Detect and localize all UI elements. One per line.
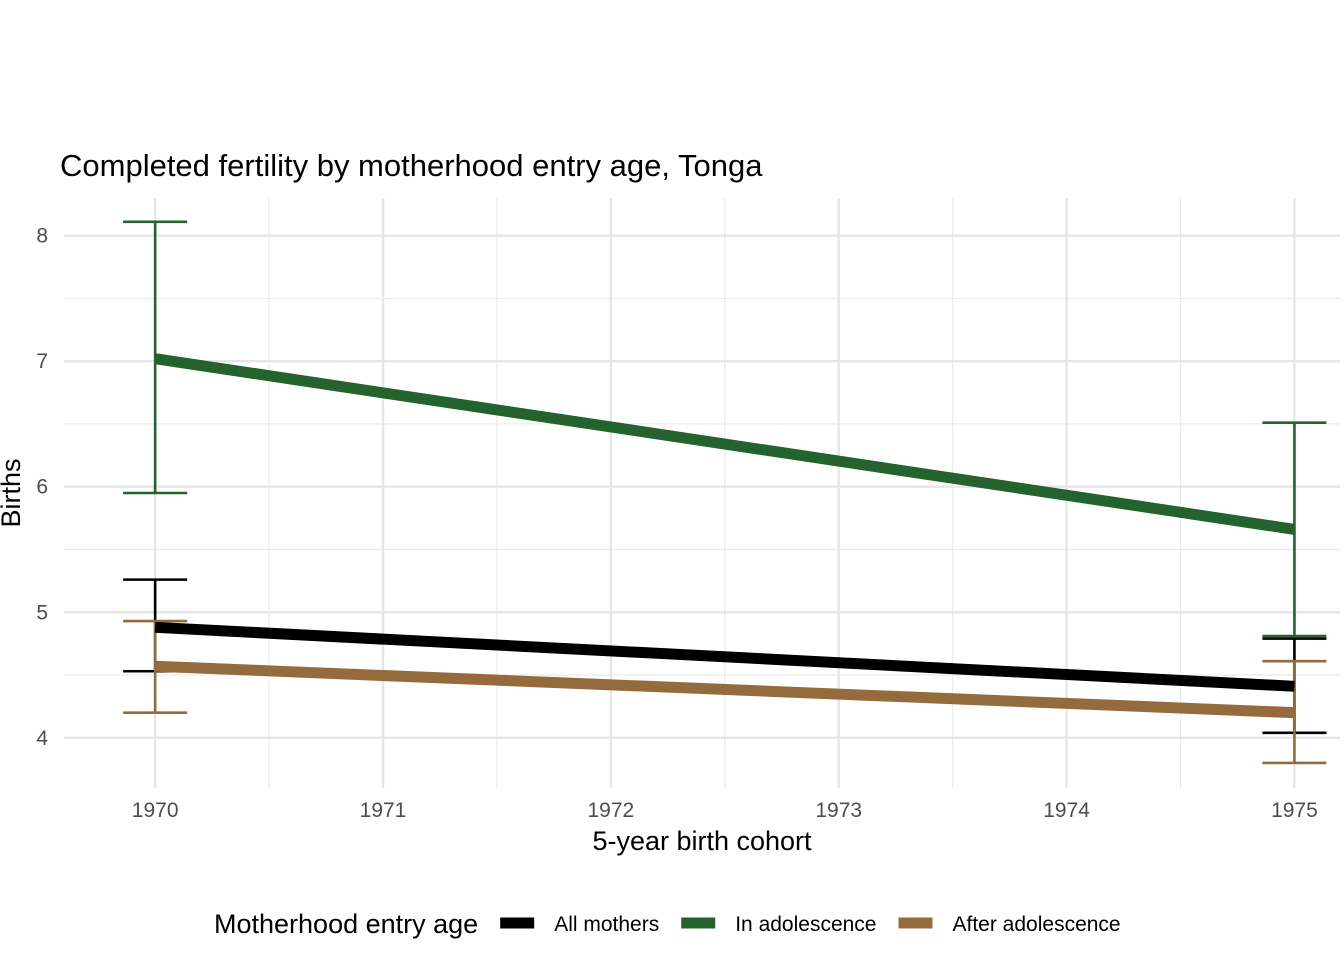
legend-label: All mothers bbox=[554, 913, 659, 936]
series-line bbox=[154, 660, 1295, 719]
y-tick-label: 7 bbox=[36, 350, 48, 373]
legend: Motherhood entry age All mothers In adole… bbox=[214, 909, 1121, 939]
legend-label: After adolescence bbox=[953, 913, 1121, 936]
series-line bbox=[154, 353, 1296, 535]
grid bbox=[64, 198, 1340, 788]
y-axis-title: Births bbox=[0, 458, 26, 527]
series-line bbox=[154, 621, 1295, 692]
x-tick-label: 1971 bbox=[360, 799, 407, 822]
x-tick-label: 1970 bbox=[132, 799, 179, 822]
x-tick-label: 1974 bbox=[1043, 799, 1090, 822]
y-tick-label: 6 bbox=[36, 476, 48, 499]
x-tick-label: 1973 bbox=[815, 799, 862, 822]
x-tick-label: 1972 bbox=[587, 799, 634, 822]
y-tick-label: 4 bbox=[36, 727, 48, 750]
legend-label: In adolescence bbox=[735, 913, 876, 936]
x-tick-label: 1975 bbox=[1271, 799, 1318, 822]
y-tick-label: 5 bbox=[36, 601, 48, 624]
series-lines bbox=[154, 353, 1296, 719]
y-axis-ticks: 4 5 6 7 8 bbox=[36, 225, 48, 750]
y-tick-label: 8 bbox=[36, 225, 48, 248]
chart-title: Completed fertility by motherhood entry … bbox=[60, 148, 763, 183]
x-axis-title: 5-year birth cohort bbox=[592, 826, 812, 856]
legend-title: Motherhood entry age bbox=[214, 909, 478, 939]
x-axis-ticks: 1970 1971 1972 1973 1974 1975 bbox=[132, 799, 1318, 822]
